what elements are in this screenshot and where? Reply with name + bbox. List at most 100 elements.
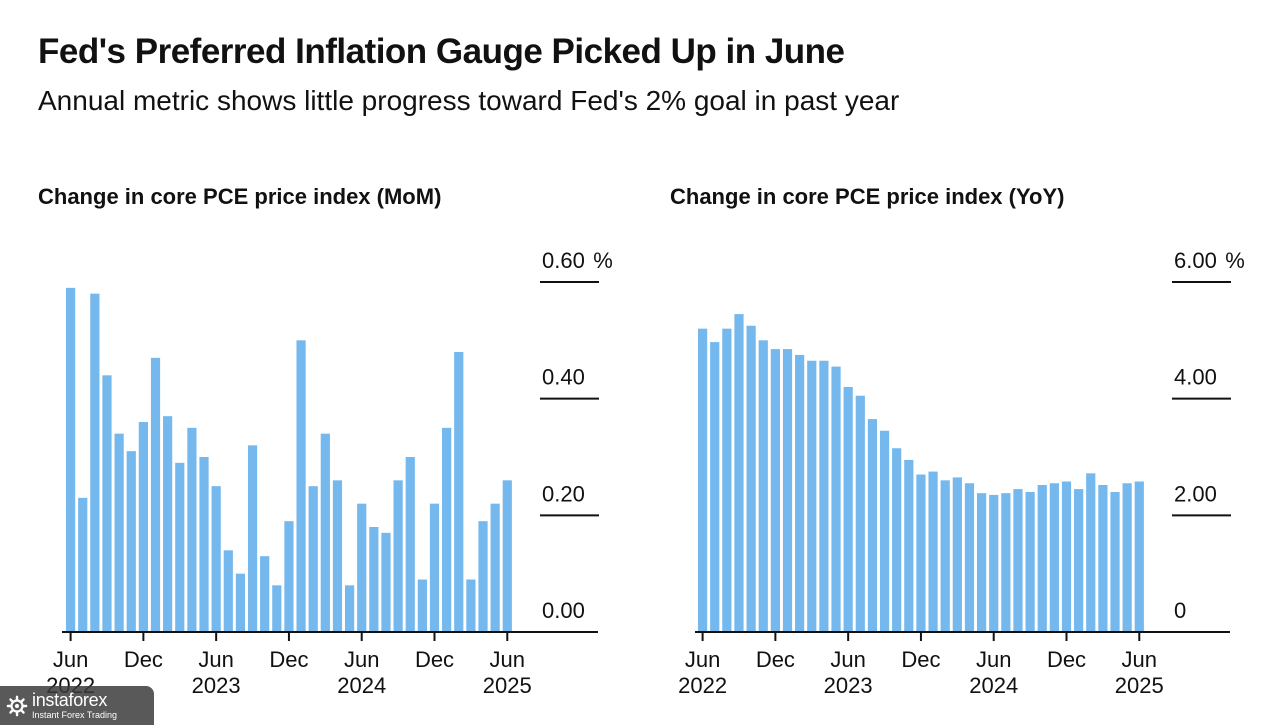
yoy-bar	[795, 354, 805, 632]
chart-subtitle: Annual metric shows little progress towa…	[38, 85, 900, 116]
mom-x-tick-month: Dec	[269, 647, 308, 672]
yoy-bar	[1134, 481, 1144, 632]
watermark-name: instaforex	[32, 690, 108, 710]
mom-bar	[381, 532, 391, 632]
yoy-bar	[904, 459, 914, 632]
mom-bar	[272, 585, 282, 632]
yoy-x-tick-month: Dec	[901, 647, 940, 672]
mom-bar	[308, 486, 318, 632]
yoy-bar	[831, 366, 841, 632]
mom-y-tick-label: 0.40	[542, 365, 585, 390]
mom-bar	[126, 451, 136, 632]
yoy-bar	[940, 480, 950, 632]
mom-bar	[429, 503, 440, 632]
mom-bar	[102, 375, 112, 632]
yoy-bar	[952, 477, 962, 632]
mom-bar	[114, 433, 124, 632]
yoy-bar	[1037, 485, 1047, 632]
yoy-bar	[770, 349, 780, 632]
yoy-y-tick-label: 4.00	[1174, 365, 1217, 390]
yoy-x-tick-month: Dec	[756, 647, 795, 672]
yoy-x-tick-year: 2025	[1115, 673, 1164, 698]
mom-x-tick-year: 2025	[483, 673, 532, 698]
yoy-bar	[892, 448, 902, 632]
mom-bar	[369, 527, 379, 632]
mom-bar	[442, 427, 452, 632]
yoy-bar	[710, 342, 720, 632]
mom-bar	[150, 357, 161, 632]
mom-bar	[223, 550, 233, 632]
yoy-bar	[964, 483, 975, 632]
mom-x-tick-month: Jun	[198, 647, 233, 672]
yoy-bar	[1049, 483, 1059, 632]
mom-bar	[163, 416, 173, 632]
yoy-y-tick-label: 6.00	[1174, 248, 1217, 273]
yoy-x-tick-month: Jun	[685, 647, 720, 672]
yoy-panel-title: Change in core PCE price index (YoY)	[670, 184, 1065, 209]
mom-bar	[66, 287, 76, 632]
mom-x-tick-month: Dec	[415, 647, 454, 672]
yoy-x-tick-year: 2024	[969, 673, 1018, 698]
yoy-bar	[722, 328, 732, 632]
mom-panel-title: Change in core PCE price index (MoM)	[38, 184, 442, 209]
mom-bar	[211, 486, 221, 632]
mom-bar	[90, 293, 100, 632]
yoy-y-tick-label: 0	[1174, 598, 1186, 623]
mom-x-tick-year: 2024	[337, 673, 386, 698]
mom-bar	[393, 480, 403, 632]
mom-bar	[260, 556, 270, 632]
mom-bar	[454, 352, 464, 632]
yoy-x-tick-month: Dec	[1047, 647, 1086, 672]
mom-bar	[466, 579, 476, 632]
mom-y-unit-label: %	[593, 248, 613, 273]
mom-bar	[175, 462, 185, 632]
mom-bar	[490, 503, 500, 632]
mom-bar	[417, 579, 427, 632]
mom-bar	[332, 480, 343, 632]
mom-bar	[296, 340, 306, 632]
yoy-bar	[1001, 493, 1011, 632]
watermark-logo: instaforex Instant Forex Trading	[0, 686, 154, 725]
mom-bar	[247, 445, 258, 632]
yoy-bar	[807, 360, 817, 632]
mom-x-tick-month: Jun	[53, 647, 88, 672]
yoy-bar	[855, 395, 865, 632]
yoy-bar	[1098, 485, 1108, 632]
yoy-bar	[843, 387, 853, 632]
mom-y-tick-label: 0.00	[542, 598, 585, 623]
yoy-bar	[879, 430, 890, 632]
yoy-bar	[1013, 489, 1023, 632]
mom-y-tick-label: 0.60	[542, 248, 585, 273]
yoy-bar	[1061, 481, 1072, 632]
yoy-bar	[1110, 492, 1120, 632]
yoy-y-tick-label: 2.00	[1174, 481, 1217, 506]
yoy-bar	[758, 340, 768, 632]
mom-bar	[284, 521, 294, 632]
mom-bar	[138, 422, 148, 632]
yoy-x-tick-month: Jun	[976, 647, 1011, 672]
mom-x-tick-month: Dec	[124, 647, 163, 672]
mom-bar	[187, 427, 197, 632]
yoy-x-tick-month: Jun	[1122, 647, 1157, 672]
yoy-bar	[782, 349, 793, 632]
mom-x-tick-year: 2023	[192, 673, 241, 698]
yoy-bar	[976, 493, 987, 632]
yoy-bar	[1074, 489, 1084, 632]
chart-title: Fed's Preferred Inflation Gauge Picked U…	[38, 32, 845, 71]
yoy-bar	[734, 314, 744, 632]
mom-bar	[235, 573, 246, 632]
mom-y-tick-label: 0.20	[542, 481, 585, 506]
watermark-tagline: Instant Forex Trading	[32, 710, 118, 720]
yoy-bar	[1025, 492, 1035, 632]
mom-x-tick-month: Jun	[344, 647, 379, 672]
yoy-bar	[916, 474, 926, 632]
mom-bar	[478, 521, 488, 632]
mom-bar	[78, 497, 88, 632]
yoy-x-tick-year: 2022	[678, 673, 727, 698]
yoy-x-tick-year: 2023	[824, 673, 873, 698]
mom-bar	[344, 585, 355, 632]
mom-bar	[502, 480, 512, 632]
yoy-bar	[928, 471, 938, 632]
yoy-y-unit-label: %	[1225, 248, 1245, 273]
yoy-bar	[819, 360, 829, 632]
